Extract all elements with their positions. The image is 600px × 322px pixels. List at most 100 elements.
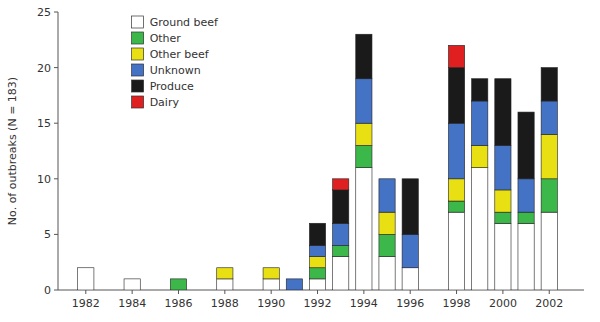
bar-segment <box>124 278 140 279</box>
bar-segment <box>356 79 372 123</box>
bar-segment <box>263 267 279 268</box>
bar-segment <box>286 279 302 290</box>
legend-label: Dairy <box>150 96 180 109</box>
bar-segment <box>217 279 233 290</box>
bar-segment <box>147 290 163 291</box>
x-tick <box>549 290 550 294</box>
bar-segment <box>240 290 256 291</box>
x-tick <box>132 290 133 294</box>
legend-swatch <box>132 64 144 76</box>
bar-segment <box>356 34 372 35</box>
series <box>217 123 558 279</box>
bar-segment <box>170 278 186 279</box>
x-tick <box>410 290 411 294</box>
bar-segment <box>379 234 395 256</box>
bar-segment <box>170 278 186 279</box>
bar-segment <box>333 190 349 223</box>
bar-segment <box>425 290 441 291</box>
bar-segment <box>78 268 94 290</box>
x-tick <box>271 290 272 294</box>
bar-segment <box>495 78 511 79</box>
bar-segment <box>356 34 372 78</box>
bar-segment <box>78 267 94 268</box>
bar-segment <box>448 212 464 290</box>
bar-segment <box>217 267 233 268</box>
bar-segment <box>333 179 349 190</box>
y-tick <box>54 12 58 13</box>
bar-segment <box>194 290 210 291</box>
bar-segment <box>518 112 534 113</box>
bar-segment <box>124 278 140 279</box>
bar-segment <box>263 268 279 279</box>
x-tick-label: 1996 <box>396 297 424 310</box>
y-tick-label: 5 <box>44 228 51 241</box>
bar-segment <box>309 268 325 279</box>
bar-segment <box>240 290 256 291</box>
bar-segment <box>448 201 464 212</box>
bar-segment <box>402 234 418 267</box>
bar-segment <box>147 290 163 291</box>
series <box>309 34 557 245</box>
legend-swatch <box>132 16 144 28</box>
x-tick-label: 1986 <box>164 297 192 310</box>
y-tick-label: 15 <box>37 117 51 130</box>
bar-segment <box>194 290 210 291</box>
bar-segment <box>541 179 557 212</box>
bar-segment <box>78 267 94 268</box>
bar-segment <box>379 178 395 179</box>
x-tick-label: 1988 <box>211 297 239 310</box>
bar-segment <box>194 290 210 291</box>
bar-segment <box>379 178 395 179</box>
bar-segment <box>356 123 372 145</box>
bar-segment <box>379 179 395 212</box>
bar-segment <box>240 290 256 291</box>
legend: Ground beefOtherOther beefUnknownProduce… <box>132 16 219 109</box>
bar-segment <box>333 257 349 290</box>
legend-label: Produce <box>150 80 194 93</box>
bar-segment <box>518 223 534 290</box>
x-tick <box>85 290 86 294</box>
bar-segment <box>541 67 557 68</box>
bar-segment <box>240 290 256 291</box>
bar-segment <box>379 212 395 234</box>
bar-segment <box>495 79 511 146</box>
y-tick-label: 25 <box>37 6 51 19</box>
series <box>170 145 557 290</box>
x-tick <box>178 290 179 294</box>
bar-segment <box>78 267 94 268</box>
bar-segment <box>124 278 140 279</box>
bar-segment <box>147 290 163 291</box>
bar-segment <box>518 179 534 212</box>
bar-segment <box>147 290 163 291</box>
bar-segment <box>472 79 488 101</box>
bar-segment <box>309 279 325 290</box>
bar-segment <box>425 290 441 291</box>
legend-label: Ground beef <box>150 16 219 29</box>
legend-label: Unknown <box>150 64 201 77</box>
bar-segment <box>124 278 140 279</box>
bar-segment <box>495 223 511 290</box>
x-tick-label: 1998 <box>443 297 471 310</box>
y-tick-label: 20 <box>37 62 51 75</box>
legend-label: Other <box>150 32 182 45</box>
y-tick <box>54 123 58 124</box>
legend-swatch <box>132 80 144 92</box>
bar-segment <box>101 290 117 291</box>
bar-segment <box>286 278 302 279</box>
y-axis-label: No. of outbreaks (N = 183) <box>6 77 19 225</box>
bar-segment <box>217 268 233 279</box>
x-tick <box>317 290 318 294</box>
y-tick-label: 10 <box>37 173 51 186</box>
bar-segment <box>170 278 186 279</box>
x-tick-label: 1994 <box>350 297 378 310</box>
x-tick <box>224 290 225 294</box>
bar-segment <box>472 145 488 167</box>
bar-segment <box>356 145 372 167</box>
legend-swatch <box>132 32 144 44</box>
bars <box>78 34 558 290</box>
bar-segment <box>472 101 488 145</box>
x-tick-label: 2000 <box>489 297 517 310</box>
x-axis: 1982198419861988199019921994199619982000… <box>58 290 584 310</box>
x-tick-label: 1992 <box>304 297 332 310</box>
x-tick-label: 2002 <box>535 297 563 310</box>
